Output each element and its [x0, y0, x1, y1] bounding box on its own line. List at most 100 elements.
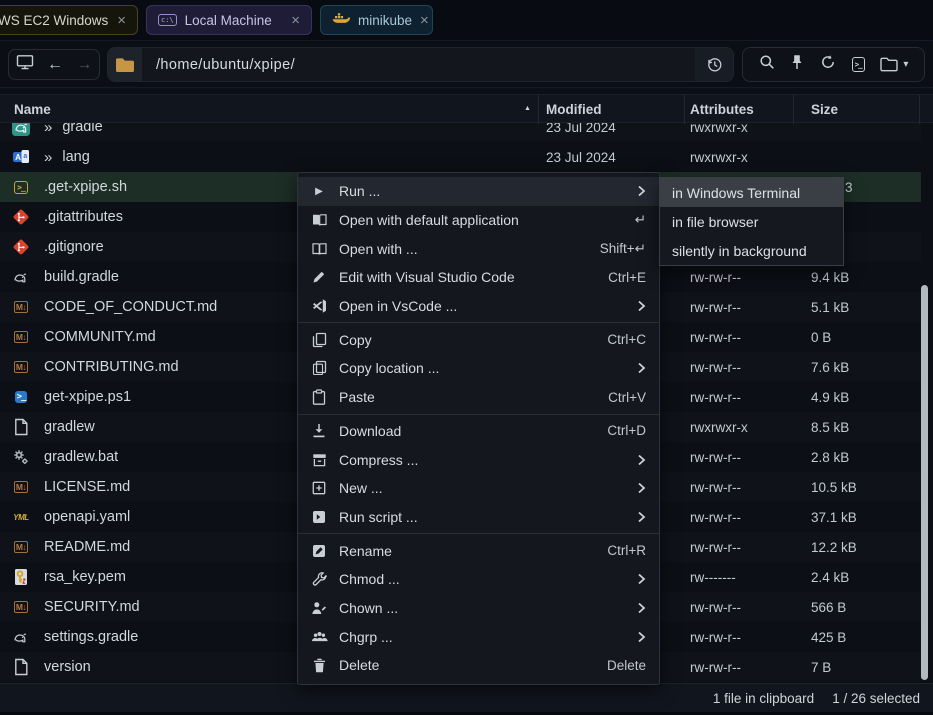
clipboard-status: 1 file in clipboard: [712, 690, 815, 706]
download-icon: [310, 423, 328, 438]
forward-icon[interactable]: →: [76, 55, 93, 73]
submenu-item-in-windows-terminal[interactable]: in Windows Terminal: [660, 178, 843, 207]
menu-item-run[interactable]: ▶ Run ...: [298, 177, 659, 206]
back-icon[interactable]: ←: [46, 55, 63, 73]
file-name: SECURITY.md: [44, 599, 140, 615]
vertical-scrollbar[interactable]: [921, 285, 928, 680]
menu-item-shortcut: Ctrl+C: [607, 332, 646, 348]
close-icon[interactable]: ×: [420, 11, 429, 29]
file-row-build-gradle[interactable]: build.gradle rw-rw-r-- 9.4 kB: [0, 262, 921, 292]
menu-item-label: Run script ...: [339, 508, 418, 525]
column-header-size[interactable]: Size: [811, 102, 839, 117]
refresh-icon[interactable]: [820, 54, 836, 75]
chevron-double-icon: »: [44, 148, 53, 166]
menu-item-chgrp[interactable]: Chgrp ...: [298, 622, 659, 651]
chevron-right-icon: [637, 602, 646, 614]
rename-icon: [310, 544, 328, 558]
file-attributes: rw-rw-r--: [690, 329, 741, 345]
file-row-gradlew-bat[interactable]: gradlew.bat rw-rw-r-- 2.8 kB: [0, 442, 921, 472]
file-row-gitattributes[interactable]: .gitattributes: [0, 202, 921, 232]
menu-item-open-with[interactable]: Open with ... Shift+↵: [298, 234, 659, 263]
path-input[interactable]: /home/ubuntu/xpipe/: [156, 56, 295, 73]
pin-icon[interactable]: [790, 54, 804, 75]
file-row-settings-gradle[interactable]: settings.gradle rw-rw-r-- 425 B: [0, 622, 921, 652]
submenu-item-label: silently in background: [672, 242, 807, 259]
tab-minikube[interactable]: minikube ×: [320, 5, 433, 35]
column-divider: [919, 95, 920, 124]
menu-item-label: Delete: [339, 657, 380, 674]
column-header-attributes[interactable]: Attributes: [690, 102, 754, 117]
file-attributes: rw-rw-r--: [690, 389, 741, 405]
gradle-file-icon: [12, 268, 30, 286]
git-icon: [12, 238, 30, 256]
file-row-community-md[interactable]: M↓ COMMUNITY.md rw-rw-r-- 0 B: [0, 322, 921, 352]
path-bar[interactable]: /home/ubuntu/xpipe/: [107, 47, 734, 82]
toolbar: >_ ▾: [742, 47, 925, 82]
tab-label: minikube: [358, 12, 413, 28]
file-attributes: rw-rw-r--: [690, 299, 741, 315]
terminal-icon[interactable]: >_: [851, 57, 865, 72]
context-menu: ▶ Run ... Open with default application ↵ Op…: [297, 172, 660, 685]
tab-local-machine[interactable]: c:\ Local Machine ×: [146, 5, 312, 35]
menu-item-compress[interactable]: Compress ...: [298, 445, 659, 474]
column-divider: [538, 95, 539, 124]
file-size: 8.5 kB: [811, 419, 850, 435]
close-icon[interactable]: ×: [291, 11, 300, 29]
menu-item-shortcut: Ctrl+R: [607, 543, 646, 559]
file-name: CONTRIBUTING.md: [44, 359, 179, 375]
menu-item-copy-location[interactable]: Copy location ...: [298, 354, 659, 383]
folder-icon[interactable]: [108, 48, 142, 81]
menu-item-chown[interactable]: Chown ...: [298, 594, 659, 623]
file-name: gradle: [62, 119, 103, 135]
submenu-item-label: in Windows Terminal: [672, 184, 801, 201]
folder-dropdown[interactable]: ▾: [880, 57, 908, 72]
menu-item-run-script[interactable]: Run script ...: [298, 503, 659, 532]
file-name: build.gradle: [44, 269, 119, 285]
tab-aws-ec2-windows[interactable]: WS EC2 Windows ×: [0, 5, 138, 35]
menu-item-open-with-default-application[interactable]: Open with default application ↵: [298, 206, 659, 235]
menu-item-label: Compress ...: [339, 451, 419, 468]
history-icon[interactable]: [695, 48, 733, 81]
submenu-item-silently-in-background[interactable]: silently in background: [660, 236, 843, 265]
file-attributes: rw-rw-r--: [690, 449, 741, 465]
menu-item-label: Copy: [339, 331, 372, 348]
file-attributes: rw-rw-r--: [690, 539, 741, 555]
search-icon[interactable]: [759, 54, 775, 75]
file-attributes: rwxrwxr-x: [690, 419, 748, 435]
menu-item-delete[interactable]: Delete Delete: [298, 651, 659, 680]
menu-item-shortcut: Ctrl+E: [608, 269, 646, 285]
file-row-rsa-key-pem[interactable]: rsa_key.pem rw------- 2.4 kB: [0, 562, 921, 592]
submenu-item-in-file-browser[interactable]: in file browser: [660, 207, 843, 236]
desktop-icon[interactable]: [16, 54, 34, 75]
file-row-openapi-yaml[interactable]: YML openapi.yaml rw-rw-r-- 37.1 kB: [0, 502, 921, 532]
gradle-file-icon: [12, 628, 30, 646]
menu-item-paste[interactable]: Paste Ctrl+V: [298, 383, 659, 412]
file-size: 2.8 kB: [811, 449, 850, 465]
menu-item-new[interactable]: New ...: [298, 474, 659, 503]
wrench-icon: [310, 571, 328, 587]
file-row-get-xpipe-ps1[interactable]: >_ get-xpipe.ps1 rw-rw-r-- 4.9 kB: [0, 382, 921, 412]
file-name: COMMUNITY.md: [44, 329, 156, 345]
menu-item-chmod[interactable]: Chmod ...: [298, 565, 659, 594]
play-icon: ▶: [315, 185, 323, 197]
chevron-down-icon: ▾: [903, 59, 909, 70]
menu-item-rename[interactable]: Rename Ctrl+R: [298, 536, 659, 565]
sort-ascending-icon: ▲: [524, 105, 531, 112]
column-header-modified[interactable]: Modified: [546, 102, 602, 117]
menu-item-shortcut: Ctrl+V: [608, 389, 646, 405]
file-attributes: rw-rw-r--: [690, 599, 741, 615]
menu-item-copy[interactable]: Copy Ctrl+C: [298, 325, 659, 354]
menu-item-label: Edit with Visual Studio Code: [339, 269, 515, 286]
svg-text:A: A: [15, 153, 21, 162]
menu-item-label: Chown ...: [339, 599, 399, 616]
file-size: 2.4 kB: [811, 569, 850, 585]
file-attributes: rw-rw-r--: [690, 479, 741, 495]
menu-divider: [298, 322, 659, 324]
menu-item-download[interactable]: Download Ctrl+D: [298, 417, 659, 446]
menu-item-edit-with-visual-studio-code[interactable]: Edit with Visual Studio Code Ctrl+E: [298, 263, 659, 292]
file-attributes: rwxrwxr-x: [690, 149, 748, 165]
menu-item-open-in-vscode[interactable]: Open in VsCode ...: [298, 292, 659, 321]
close-icon[interactable]: ×: [117, 11, 126, 29]
column-header-name[interactable]: Name: [14, 102, 51, 117]
